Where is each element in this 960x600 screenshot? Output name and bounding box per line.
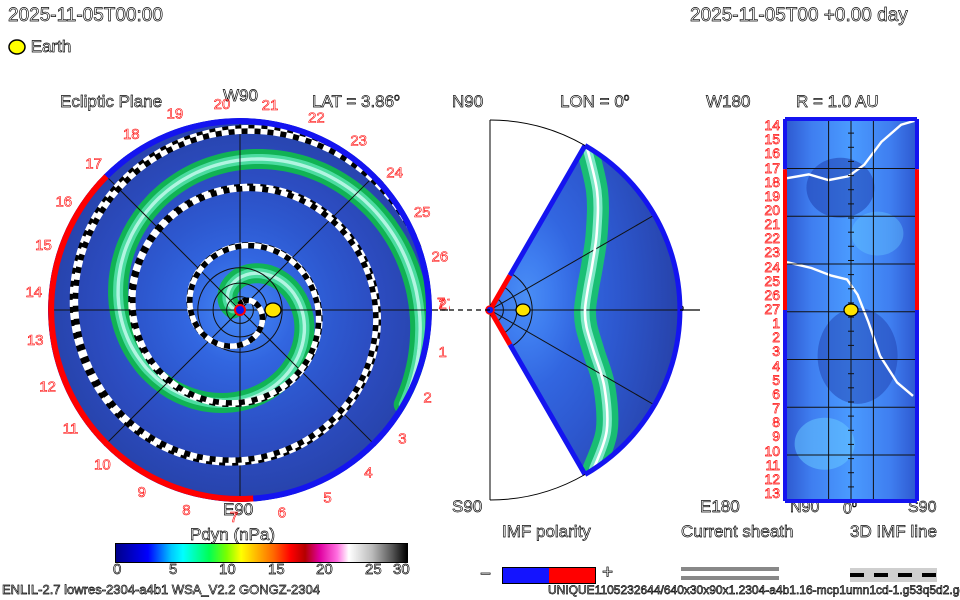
svg-text:23: 23 — [350, 132, 367, 149]
svg-text:20: 20 — [214, 96, 231, 113]
svg-text:9: 9 — [138, 484, 146, 501]
svg-text:4: 4 — [364, 464, 372, 481]
svg-text:8: 8 — [182, 502, 190, 519]
svg-text:6: 6 — [278, 505, 286, 522]
svg-text:7: 7 — [230, 509, 238, 526]
svg-text:5: 5 — [323, 490, 331, 507]
svg-text:3: 3 — [398, 430, 406, 447]
svg-text:16: 16 — [55, 193, 72, 210]
svg-text:14: 14 — [25, 284, 42, 301]
svg-text:24: 24 — [386, 164, 403, 181]
svg-text:18: 18 — [123, 126, 140, 143]
svg-text:19: 19 — [167, 106, 184, 123]
svg-text:22: 22 — [308, 110, 325, 127]
svg-text:11: 11 — [63, 421, 79, 438]
svg-text:17: 17 — [85, 156, 102, 173]
svg-text:12: 12 — [39, 378, 56, 395]
svg-text:15: 15 — [35, 237, 52, 254]
svg-text:2: 2 — [423, 390, 431, 407]
svg-text:10: 10 — [94, 457, 111, 474]
svg-text:25: 25 — [414, 204, 431, 221]
svg-text:13: 13 — [27, 332, 44, 349]
svg-text:21: 21 — [262, 97, 279, 114]
